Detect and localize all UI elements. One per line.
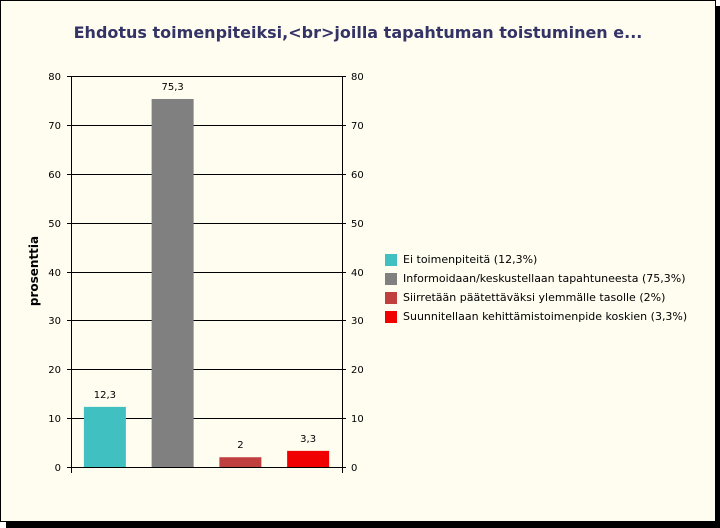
legend-item: Ei toimenpiteitä (12,3%) (385, 250, 687, 269)
y-tick-label-left: 60 (48, 170, 61, 181)
y-tick-label-left: 10 (48, 414, 61, 425)
y-tick-label-right: 70 (351, 121, 364, 132)
y-tick-label-left: 80 (48, 72, 61, 83)
y-tick-label-left: 0 (55, 463, 61, 474)
legend-item: Informoidaan/keskustellaan tapahtuneesta… (385, 269, 687, 288)
y-tick-label-right: 20 (351, 365, 364, 376)
legend-label: Siirretään päätettäväksi ylemmälle tasol… (403, 291, 666, 304)
y-tick-label-left: 40 (48, 268, 61, 279)
y-tick-label-right: 60 (351, 170, 364, 181)
legend-swatch (385, 253, 397, 266)
legend-item: Suunnitellaan kehittämistoimenpide koski… (385, 307, 687, 326)
bar-value-label: 2 (237, 440, 243, 451)
legend-swatch (385, 272, 397, 285)
y-tick-label-right: 0 (351, 463, 357, 474)
bar (151, 98, 194, 467)
legend-label: Ei toimenpiteitä (12,3%) (403, 253, 538, 266)
y-tick-label-left: 70 (48, 121, 61, 132)
y-tick-label-left: 30 (48, 316, 61, 327)
bar (219, 457, 262, 467)
y-tick-label-right: 30 (351, 316, 364, 327)
bar (287, 450, 330, 467)
y-tick-label-right: 10 (351, 414, 364, 425)
legend-item: Siirretään päätettäväksi ylemmälle tasol… (385, 288, 687, 307)
y-tick-label-right: 40 (351, 268, 364, 279)
y-tick-label-right: 80 (351, 72, 364, 83)
bar-value-label: 75,3 (161, 82, 183, 93)
bar (83, 406, 126, 467)
y-tick-label-left: 50 (48, 219, 61, 230)
legend-label: Suunnitellaan kehittämistoimenpide koski… (403, 310, 688, 323)
bar-value-label: 12,3 (94, 390, 116, 401)
y-tick-label-right: 50 (351, 219, 364, 230)
chart-title: Ehdotus toimenpiteiksi,<br>joilla tapaht… (73, 23, 643, 42)
plot-area: 0 0 10 10 20 20 30 30 40 40 50 50 60 60 70 70 80 80 12,3 75… (48, 72, 364, 474)
y-tick-label-left: 20 (48, 365, 61, 376)
legend: Ei toimenpiteitä (12,3%) Informoidaan/kes… (385, 250, 687, 326)
legend-swatch (385, 310, 397, 323)
legend-swatch (385, 291, 397, 304)
legend-label: Informoidaan/keskustellaan tapahtuneesta… (403, 272, 686, 285)
bar-value-label: 3,3 (300, 434, 316, 445)
